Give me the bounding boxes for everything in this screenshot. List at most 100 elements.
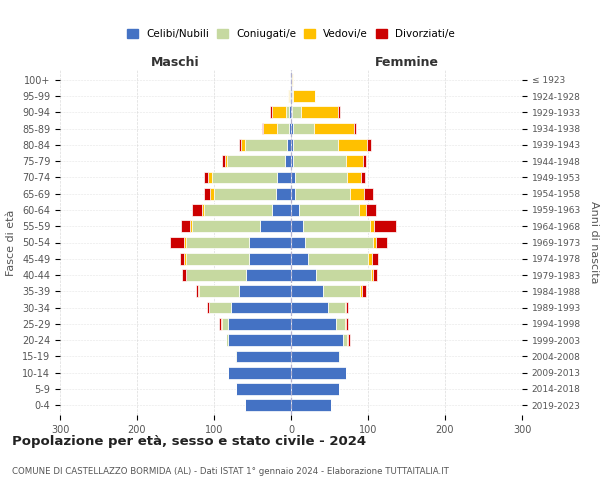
Bar: [370, 220, 374, 232]
Bar: [260, 220, 291, 232]
Bar: [345, 302, 346, 314]
Bar: [262, 122, 263, 134]
Bar: [374, 220, 396, 232]
Bar: [346, 156, 362, 167]
Bar: [181, 220, 190, 232]
Bar: [345, 318, 346, 330]
Bar: [301, 106, 338, 118]
Bar: [328, 302, 345, 314]
Bar: [199, 286, 239, 297]
Bar: [323, 286, 360, 297]
Bar: [184, 253, 185, 264]
Bar: [198, 286, 199, 297]
Bar: [204, 204, 272, 216]
Bar: [354, 122, 356, 134]
Y-axis label: Anni di nascita: Anni di nascita: [589, 201, 599, 284]
Bar: [291, 188, 295, 200]
Bar: [272, 204, 291, 216]
Bar: [293, 90, 315, 102]
Bar: [241, 139, 245, 150]
Bar: [291, 367, 346, 378]
Text: COMUNE DI CASTELLAZZO BORMIDA (AL) - Dati ISTAT 1° gennaio 2024 - Elaborazione T: COMUNE DI CASTELLAZZO BORMIDA (AL) - Dat…: [12, 468, 449, 476]
Bar: [293, 156, 346, 167]
Bar: [291, 236, 305, 248]
Bar: [248, 253, 291, 264]
Bar: [277, 122, 289, 134]
Bar: [314, 122, 354, 134]
Bar: [291, 286, 323, 297]
Bar: [209, 302, 231, 314]
Bar: [290, 90, 291, 102]
Bar: [214, 188, 275, 200]
Bar: [193, 204, 202, 216]
Bar: [184, 236, 185, 248]
Bar: [239, 286, 291, 297]
Bar: [208, 172, 212, 183]
Bar: [247, 269, 291, 281]
Bar: [347, 334, 348, 346]
Bar: [210, 188, 214, 200]
Bar: [223, 156, 225, 167]
Bar: [185, 253, 248, 264]
Bar: [236, 350, 291, 362]
Bar: [291, 318, 335, 330]
Bar: [228, 367, 291, 378]
Bar: [291, 253, 308, 264]
Bar: [338, 139, 367, 150]
Bar: [350, 188, 364, 200]
Bar: [372, 253, 378, 264]
Bar: [186, 269, 247, 281]
Bar: [295, 188, 350, 200]
Bar: [236, 383, 291, 395]
Bar: [289, 122, 291, 134]
Bar: [285, 156, 291, 167]
Bar: [291, 302, 328, 314]
Bar: [292, 106, 301, 118]
Bar: [302, 220, 370, 232]
Bar: [275, 188, 291, 200]
Bar: [170, 236, 184, 248]
Bar: [373, 269, 377, 281]
Bar: [346, 302, 348, 314]
Bar: [367, 139, 371, 150]
Text: Femmine: Femmine: [374, 56, 439, 69]
Bar: [190, 220, 193, 232]
Bar: [359, 204, 367, 216]
Bar: [348, 334, 350, 346]
Bar: [288, 90, 289, 102]
Bar: [347, 172, 361, 183]
Bar: [245, 139, 287, 150]
Bar: [308, 253, 368, 264]
Bar: [226, 334, 228, 346]
Bar: [291, 400, 331, 411]
Bar: [235, 350, 236, 362]
Bar: [364, 188, 373, 200]
Bar: [225, 156, 227, 167]
Bar: [368, 253, 372, 264]
Bar: [290, 74, 291, 86]
Bar: [376, 236, 387, 248]
Bar: [291, 350, 339, 362]
Bar: [185, 269, 186, 281]
Bar: [291, 106, 292, 118]
Bar: [343, 334, 347, 346]
Bar: [291, 122, 293, 134]
Bar: [291, 172, 295, 183]
Bar: [371, 269, 373, 281]
Bar: [361, 172, 365, 183]
Bar: [228, 334, 291, 346]
Bar: [362, 286, 365, 297]
Bar: [291, 383, 339, 395]
Bar: [291, 334, 343, 346]
Bar: [245, 400, 291, 411]
Bar: [295, 172, 347, 183]
Bar: [221, 318, 222, 330]
Bar: [346, 318, 348, 330]
Bar: [272, 106, 286, 118]
Bar: [292, 90, 293, 102]
Bar: [291, 269, 316, 281]
Bar: [293, 139, 338, 150]
Bar: [263, 122, 277, 134]
Bar: [196, 286, 198, 297]
Bar: [202, 204, 204, 216]
